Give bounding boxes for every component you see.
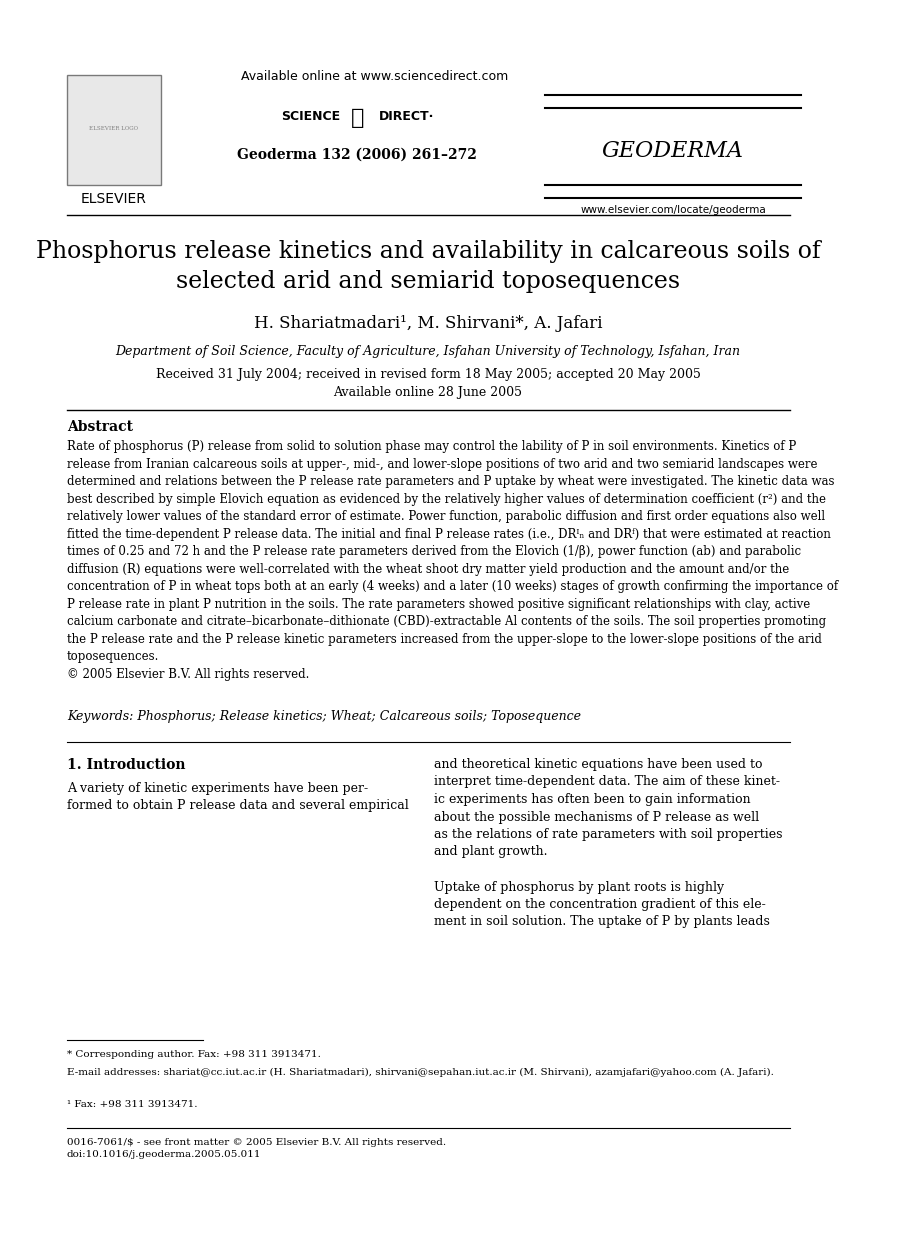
Text: SCIENCE: SCIENCE	[281, 110, 340, 123]
Text: DIRECT·: DIRECT·	[378, 110, 434, 123]
Text: Rate of phosphorus (P) release from solid to solution phase may control the labi: Rate of phosphorus (P) release from soli…	[67, 439, 838, 681]
Text: GEODERMA: GEODERMA	[602, 140, 744, 162]
Text: Department of Soil Science, Faculty of Agriculture, Isfahan University of Techno: Department of Soil Science, Faculty of A…	[115, 345, 740, 358]
Text: and theoretical kinetic equations have been used to
interpret time-dependent dat: and theoretical kinetic equations have b…	[434, 758, 783, 928]
Text: Phosphorus release kinetics and availability in calcareous soils of
selected ari: Phosphorus release kinetics and availabi…	[35, 240, 820, 293]
Text: ¹ Fax: +98 311 3913471.: ¹ Fax: +98 311 3913471.	[67, 1101, 198, 1109]
Text: Geoderma 132 (2006) 261–272: Geoderma 132 (2006) 261–272	[237, 149, 477, 162]
Text: 1. Introduction: 1. Introduction	[67, 758, 185, 773]
Text: Available online at www.sciencedirect.com: Available online at www.sciencedirect.co…	[240, 71, 508, 83]
Text: A variety of kinetic experiments have been per-
formed to obtain P release data : A variety of kinetic experiments have be…	[67, 782, 408, 812]
Text: ELSEVIER: ELSEVIER	[81, 192, 147, 206]
Text: Received 31 July 2004; received in revised form 18 May 2005; accepted 20 May 200: Received 31 July 2004; received in revis…	[155, 368, 700, 399]
Text: ⓐ: ⓐ	[350, 108, 364, 128]
Text: 0016-7061/$ - see front matter © 2005 Elsevier B.V. All rights reserved.
doi:10.: 0016-7061/$ - see front matter © 2005 El…	[67, 1138, 446, 1159]
Text: Abstract: Abstract	[67, 420, 132, 435]
Bar	[67, 76, 161, 184]
Text: H. Shariatmadari¹, M. Shirvani*, A. Jafari: H. Shariatmadari¹, M. Shirvani*, A. Jafa…	[254, 314, 602, 332]
Text: * Corresponding author. Fax: +98 311 3913471.: * Corresponding author. Fax: +98 311 391…	[67, 1050, 321, 1058]
Text: ELSEVIER LOGO: ELSEVIER LOGO	[89, 125, 138, 130]
Text: www.elsevier.com/locate/geoderma: www.elsevier.com/locate/geoderma	[580, 206, 766, 215]
Text: Keywords: Phosphorus; Release kinetics; Wheat; Calcareous soils; Toposequence: Keywords: Phosphorus; Release kinetics; …	[67, 711, 580, 723]
Text: E-mail addresses: shariat@cc.iut.ac.ir (H. Shariatmadari), shirvani@sepahan.iut.: E-mail addresses: shariat@cc.iut.ac.ir (…	[67, 1068, 774, 1077]
